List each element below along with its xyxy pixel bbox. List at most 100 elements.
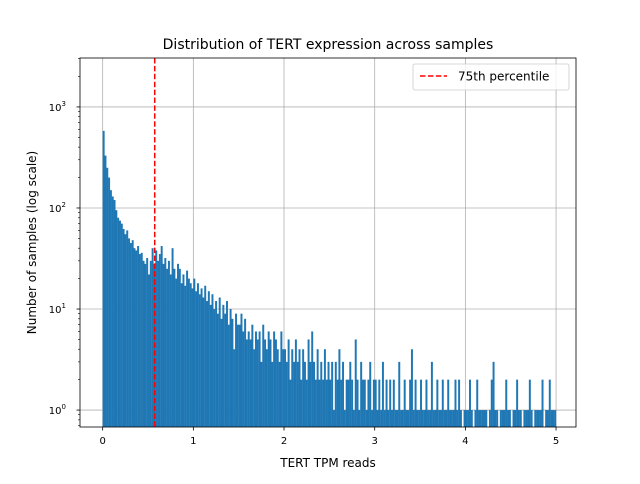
histogram-bar [403,379,406,427]
histogram-bar [429,410,432,427]
histogram-bar [267,331,270,427]
histogram-bar [541,379,544,427]
histogram-bar [360,361,363,427]
histogram-bar [443,410,446,427]
histogram-bar [371,410,374,427]
histogram-bar [450,410,453,427]
histogram-bar [449,410,452,427]
histogram-bar [151,248,154,427]
histogram-bar [273,331,276,427]
histogram-bar [356,379,359,427]
histogram-bar [519,410,522,427]
chart-title: Distribution of TERT expression across s… [163,37,494,53]
y-tick-base: 10 [49,406,62,417]
histogram-bar [269,339,272,427]
histogram-bar [374,379,377,427]
histogram-bar [118,220,121,427]
histogram-bar [501,410,504,427]
histogram-bar [358,410,361,427]
histogram-bar [296,361,299,427]
histogram-bar [198,294,201,427]
histogram-bar [196,283,199,427]
histogram-bar [109,190,112,427]
histogram-bar [343,410,346,427]
histogram-bar [485,410,488,427]
histogram-bar [385,379,388,427]
histogram-bar [430,361,433,427]
histogram-bar [372,379,375,427]
histogram-bar [122,228,125,427]
histogram-bar [530,410,533,427]
histogram-bar [517,410,520,427]
histogram-bar [499,410,502,427]
histogram-bar [229,309,232,427]
histogram-bar [420,379,423,427]
histogram-bar [369,361,372,427]
histogram-bar [316,349,319,427]
histogram-bar [160,246,163,427]
histogram-bar [169,274,172,427]
histogram-bar [322,379,325,427]
histogram-bar [416,410,419,427]
histogram-bar [421,410,424,427]
histogram-bar [233,349,236,427]
histogram-bar [463,410,466,427]
x-tick-label: 2 [281,436,287,447]
histogram-bar [224,313,227,427]
histogram-bar [474,410,477,427]
histogram-bar [548,379,551,427]
histogram-bar [227,324,230,427]
histogram-bar [351,379,354,427]
histogram-bar [545,410,548,427]
y-tick-label: 100 [49,403,66,417]
axes-frame [79,57,577,428]
y-tick-label: 103 [49,100,66,114]
histogram-bar [534,410,537,427]
histogram-bar [113,199,116,427]
histogram-bar [483,410,486,427]
histogram-bar [262,324,265,427]
histogram-bar [187,278,190,427]
histogram-bar [550,410,553,427]
histogram-bar [409,379,412,427]
histogram-bar [302,349,305,427]
legend-label: 75th percentile [458,70,549,84]
histogram-bar [507,410,510,427]
histogram-bar [309,361,312,427]
histogram-bar [271,361,274,427]
histogram-bar [313,361,316,427]
histogram-bar [514,410,517,427]
histogram-bar [244,318,247,427]
histogram-bar [340,379,343,427]
histogram-bar [398,361,401,427]
histogram-bar [265,349,268,427]
histogram-bar [249,339,252,427]
histogram-bar [378,379,381,427]
histogram-bar [470,410,473,427]
histogram-bar [467,410,470,427]
histogram-bar [367,379,370,427]
histogram-bar [213,309,216,427]
y-tick-base: 10 [49,103,62,114]
histogram-bar [427,410,430,427]
histogram-bar [354,339,357,427]
histogram-bar [144,263,147,427]
histogram-bar [407,410,410,427]
histogram-bar [362,379,364,427]
y-tick-exponent: 3 [62,100,66,108]
histogram-bar [148,274,150,427]
histogram-bar [247,331,250,427]
histogram-bar [240,313,243,427]
histogram-bar [554,410,557,427]
histogram-bar [222,304,225,427]
histogram-bar [401,410,404,427]
histogram-bar [138,254,141,427]
histogram-bar [432,410,435,427]
histogram-bar [414,379,417,427]
histogram-bar [285,361,288,427]
histogram-bar [528,379,531,427]
histogram-bar [289,379,292,427]
histogram-bar [334,361,337,427]
histogram-bar [452,410,455,427]
histogram-bar [456,410,459,427]
